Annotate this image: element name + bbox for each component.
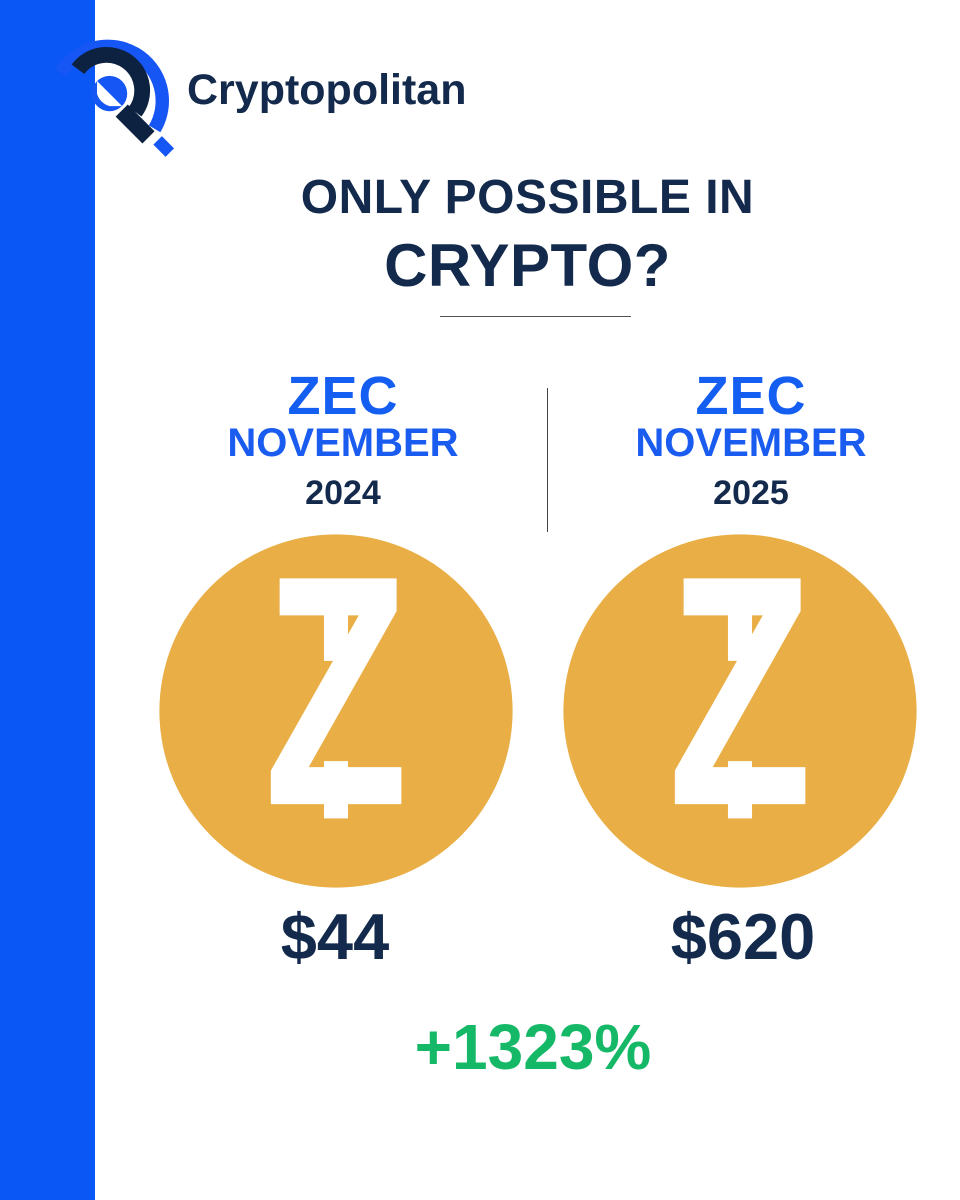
svg-text:Z: Z (668, 532, 812, 874)
svg-text:Z: Z (264, 532, 408, 874)
